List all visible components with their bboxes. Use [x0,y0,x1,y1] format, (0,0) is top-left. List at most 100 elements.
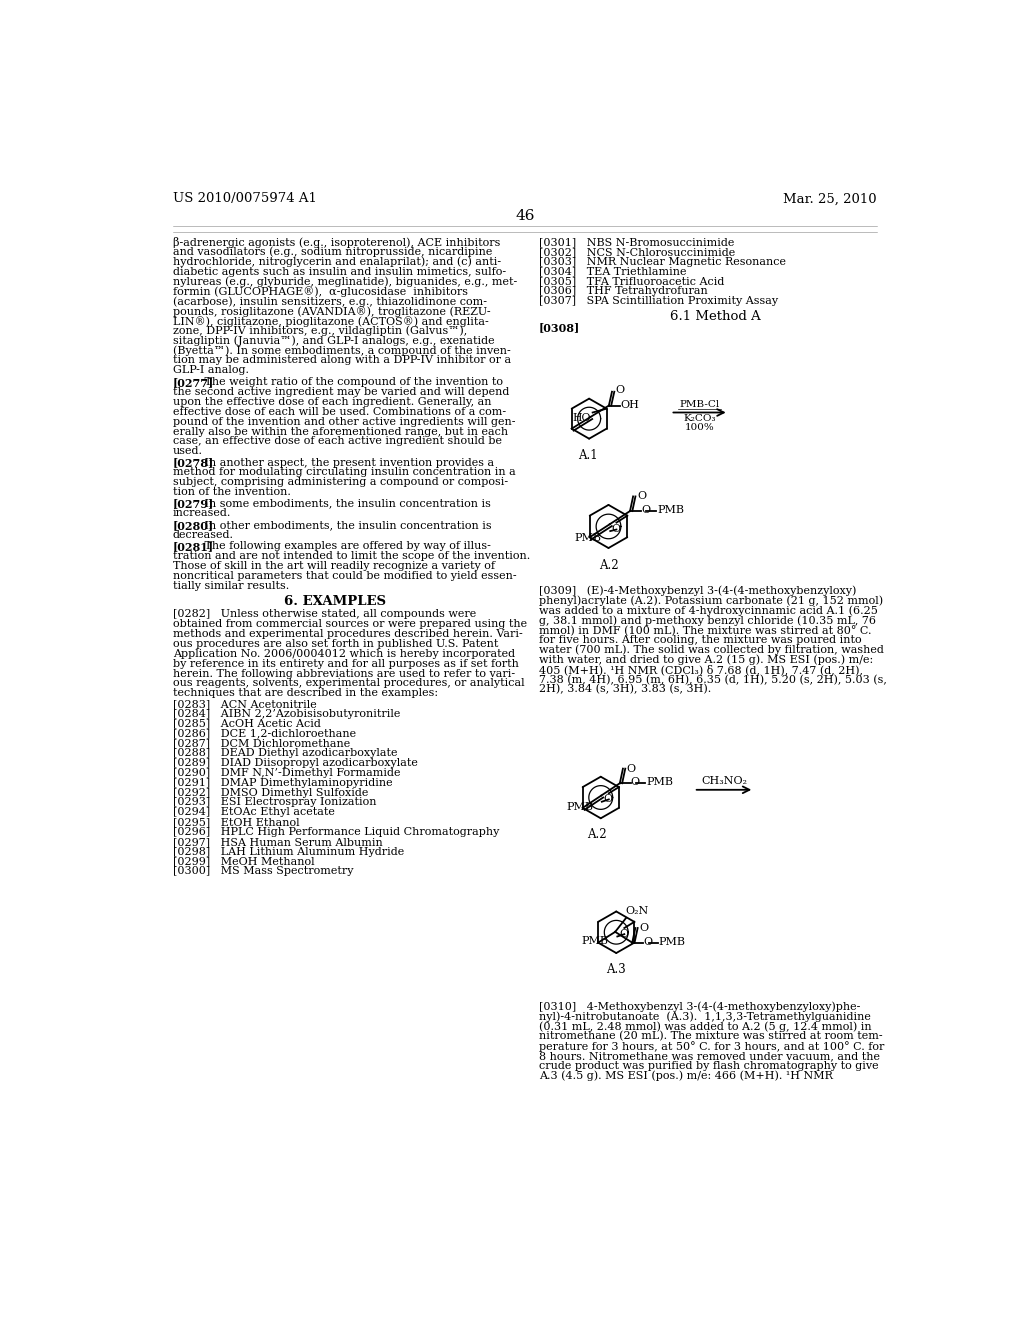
Text: O: O [642,506,651,515]
Text: [0301]   NBS N-Bromosuccinimide: [0301] NBS N-Bromosuccinimide [539,238,734,247]
Text: [0278]: [0278] [173,458,214,469]
Text: PMB: PMB [657,506,684,515]
Text: pounds, rosiglitazone (AVANDIA®), troglitazone (REZU-: pounds, rosiglitazone (AVANDIA®), trogli… [173,306,490,317]
Text: [0293]   ESI Electrospray Ionization: [0293] ESI Electrospray Ionization [173,797,377,808]
Text: PMB: PMB [573,533,601,543]
Text: [0289]   DIAD Diisopropyl azodicarboxylate: [0289] DIAD Diisopropyl azodicarboxylate [173,758,418,768]
Text: PMB: PMB [658,937,686,946]
Text: with water, and dried to give A.2 (15 g). MS ESI (pos.) m/e:: with water, and dried to give A.2 (15 g)… [539,655,873,665]
Text: A.3: A.3 [606,964,626,975]
Text: for five hours. After cooling, the mixture was poured into: for five hours. After cooling, the mixtu… [539,635,861,645]
Text: erally also be within the aforementioned range, but in each: erally also be within the aforementioned… [173,426,508,437]
Text: increased.: increased. [173,508,231,519]
Text: [0307]   SPA Scintilliation Proximity Assay: [0307] SPA Scintilliation Proximity Assa… [539,296,778,306]
Text: [0308]: [0308] [539,322,580,333]
Text: phenyl)acrylate (A.2). Potassium carbonate (21 g, 152 mmol): phenyl)acrylate (A.2). Potassium carbona… [539,595,883,606]
Text: [0282]   Unless otherwise stated, all compounds were: [0282] Unless otherwise stated, all comp… [173,610,476,619]
Text: [0306]   THF Tetrahydrofuran: [0306] THF Tetrahydrofuran [539,286,708,296]
Text: O: O [603,795,612,804]
Text: mmol) in DMF (100 mL). The mixture was stirred at 80° C.: mmol) in DMF (100 mL). The mixture was s… [539,626,871,636]
Text: case, an effective dose of each active ingredient should be: case, an effective dose of each active i… [173,437,502,446]
Text: by reference in its entirety and for all purposes as if set forth: by reference in its entirety and for all… [173,659,519,669]
Text: [0291]   DMAP Dimethylaminopyridine: [0291] DMAP Dimethylaminopyridine [173,777,392,788]
Text: methods and experimental procedures described herein. Vari-: methods and experimental procedures desc… [173,630,522,639]
Text: O₂N: O₂N [626,907,648,916]
Text: CH₃NO₂: CH₃NO₂ [701,776,746,785]
Text: O: O [618,929,628,939]
Text: [0303]   NMR Nuclear Magnetic Resonance: [0303] NMR Nuclear Magnetic Resonance [539,256,785,267]
Text: The following examples are offered by way of illus-: The following examples are offered by wa… [195,541,490,550]
Text: [0302]   NCS N-Chlorosuccinimide: [0302] NCS N-Chlorosuccinimide [539,247,735,257]
Text: water (700 mL). The solid was collected by filtration, washed: water (700 mL). The solid was collected … [539,645,884,656]
Text: In other embodiments, the insulin concentration is: In other embodiments, the insulin concen… [195,520,492,529]
Text: was added to a mixture of 4-hydroxycinnamic acid A.1 (6.25: was added to a mixture of 4-hydroxycinna… [539,606,878,616]
Text: In some embodiments, the insulin concentration is: In some embodiments, the insulin concent… [195,499,490,508]
Text: sitagliptin (Januvia™), and GLP-I analogs, e.g., exenatide: sitagliptin (Januvia™), and GLP-I analog… [173,335,495,346]
Text: A.2: A.2 [587,829,606,841]
Text: US 2010/0075974 A1: US 2010/0075974 A1 [173,193,316,206]
Text: tion may be administered along with a DPP-IV inhibitor or a: tion may be administered along with a DP… [173,355,511,366]
Text: [0280]: [0280] [173,520,214,531]
Text: 7.38 (m, 4H), 6.95 (m, 6H), 6.35 (d, 1H), 5.20 (s, 2H), 5.03 (s,: 7.38 (m, 4H), 6.95 (m, 6H), 6.35 (d, 1H)… [539,675,887,685]
Text: GLP-I analog.: GLP-I analog. [173,366,249,375]
Text: diabetic agents such as insulin and insulin mimetics, sulfo-: diabetic agents such as insulin and insu… [173,267,506,276]
Text: nylureas (e.g., glyburide, meglinatide), biguanides, e.g., met-: nylureas (e.g., glyburide, meglinatide),… [173,276,517,286]
Text: ous reagents, solvents, experimental procedures, or analytical: ous reagents, solvents, experimental pro… [173,678,524,689]
Text: (acarbose), insulin sensitizers, e.g., thiazolidinone com-: (acarbose), insulin sensitizers, e.g., t… [173,296,487,306]
Text: PMB: PMB [646,777,673,788]
Text: [0298]   LAH Lithium Aluminum Hydride: [0298] LAH Lithium Aluminum Hydride [173,846,404,857]
Text: [0299]   MeOH Methanol: [0299] MeOH Methanol [173,857,314,867]
Text: [0292]   DMSO Dimethyl Sulfoxide: [0292] DMSO Dimethyl Sulfoxide [173,788,369,797]
Text: [0297]   HSA Human Serum Albumin: [0297] HSA Human Serum Albumin [173,837,383,847]
Text: Application No. 2006/0004012 which is hereby incorporated: Application No. 2006/0004012 which is he… [173,649,515,659]
Text: tration and are not intended to limit the scope of the invention.: tration and are not intended to limit th… [173,550,530,561]
Text: O: O [611,524,621,535]
Text: [0286]   DCE 1,2-dichloroethane: [0286] DCE 1,2-dichloroethane [173,729,356,738]
Text: method for modulating circulating insulin concentration in a: method for modulating circulating insuli… [173,467,516,478]
Text: 405 (M+H). ¹H NMR (CDCl₃) δ 7.68 (d, 1H), 7.47 (d, 2H),: 405 (M+H). ¹H NMR (CDCl₃) δ 7.68 (d, 1H)… [539,664,863,676]
Text: ous procedures are also set forth in published U.S. Patent: ous procedures are also set forth in pub… [173,639,499,649]
Text: perature for 3 hours, at 50° C. for 3 hours, and at 100° C. for: perature for 3 hours, at 50° C. for 3 ho… [539,1041,884,1052]
Text: noncritical parameters that could be modified to yield essen-: noncritical parameters that could be mod… [173,570,516,581]
Text: [0283]   ACN Acetonitrile: [0283] ACN Acetonitrile [173,698,316,709]
Text: 100%: 100% [685,424,715,432]
Text: 8 hours. Nitromethane was removed under vacuum, and the: 8 hours. Nitromethane was removed under … [539,1051,880,1061]
Text: [0295]   EtOH Ethanol: [0295] EtOH Ethanol [173,817,300,828]
Text: formin (GLUCOPHAGE®),  α-glucosidase  inhibitors: formin (GLUCOPHAGE®), α-glucosidase inhi… [173,286,468,297]
Text: O: O [643,937,652,946]
Text: OH: OH [621,400,639,409]
Text: g, 38.1 mmol) and p-methoxy benzyl chloride (10.35 mL, 76: g, 38.1 mmol) and p-methoxy benzyl chlor… [539,615,876,626]
Text: [0277]: [0277] [173,378,214,388]
Text: O: O [615,385,625,395]
Text: [0300]   MS Mass Spectrometry: [0300] MS Mass Spectrometry [173,866,353,876]
Text: 2H), 3.84 (s, 3H), 3.83 (s, 3H).: 2H), 3.84 (s, 3H), 3.83 (s, 3H). [539,684,711,694]
Text: tion of the invention.: tion of the invention. [173,487,291,498]
Text: A.1: A.1 [578,449,597,462]
Text: (Byetta™). In some embodiments, a compound of the inven-: (Byetta™). In some embodiments, a compou… [173,346,511,356]
Text: Mar. 25, 2010: Mar. 25, 2010 [783,193,877,206]
Text: the second active ingredient may be varied and will depend: the second active ingredient may be vari… [173,387,509,397]
Text: The weight ratio of the compound of the invention to: The weight ratio of the compound of the … [195,378,503,387]
Text: O: O [637,491,646,502]
Text: effective dose of each will be used. Combinations of a com-: effective dose of each will be used. Com… [173,407,506,417]
Text: A.2: A.2 [599,558,618,572]
Text: Those of skill in the art will readily recognize a variety of: Those of skill in the art will readily r… [173,561,495,570]
Text: [0296]   HPLC High Performance Liquid Chromatography: [0296] HPLC High Performance Liquid Chro… [173,828,500,837]
Text: pound of the invention and other active ingredients will gen-: pound of the invention and other active … [173,417,515,426]
Text: 6.1 Method A: 6.1 Method A [670,310,761,323]
Text: O: O [639,923,648,933]
Text: O: O [631,777,640,788]
Text: techniques that are described in the examples:: techniques that are described in the exa… [173,688,438,698]
Text: O: O [627,764,636,774]
Text: PMB-Cl: PMB-Cl [680,400,720,409]
Text: zone, DPP-IV inhibitors, e.g., vildagliptin (Galvus™),: zone, DPP-IV inhibitors, e.g., vildaglip… [173,326,467,337]
Text: HO: HO [572,413,591,424]
Text: [0287]   DCM Dichloromethane: [0287] DCM Dichloromethane [173,738,350,748]
Text: 6. EXAMPLES: 6. EXAMPLES [284,595,386,609]
Text: [0285]   AcOH Acetic Acid: [0285] AcOH Acetic Acid [173,718,321,729]
Text: PMB: PMB [566,801,593,812]
Text: obtained from commercial sources or were prepared using the: obtained from commercial sources or were… [173,619,527,630]
Text: (0.31 mL, 2.48 mmol) was added to A.2 (5 g, 12.4 mmol) in: (0.31 mL, 2.48 mmol) was added to A.2 (5… [539,1022,871,1032]
Text: [0284]   AIBN 2,2’Azobisisobutyronitrile: [0284] AIBN 2,2’Azobisisobutyronitrile [173,709,400,719]
Text: herein. The following abbreviations are used to refer to vari-: herein. The following abbreviations are … [173,669,515,678]
